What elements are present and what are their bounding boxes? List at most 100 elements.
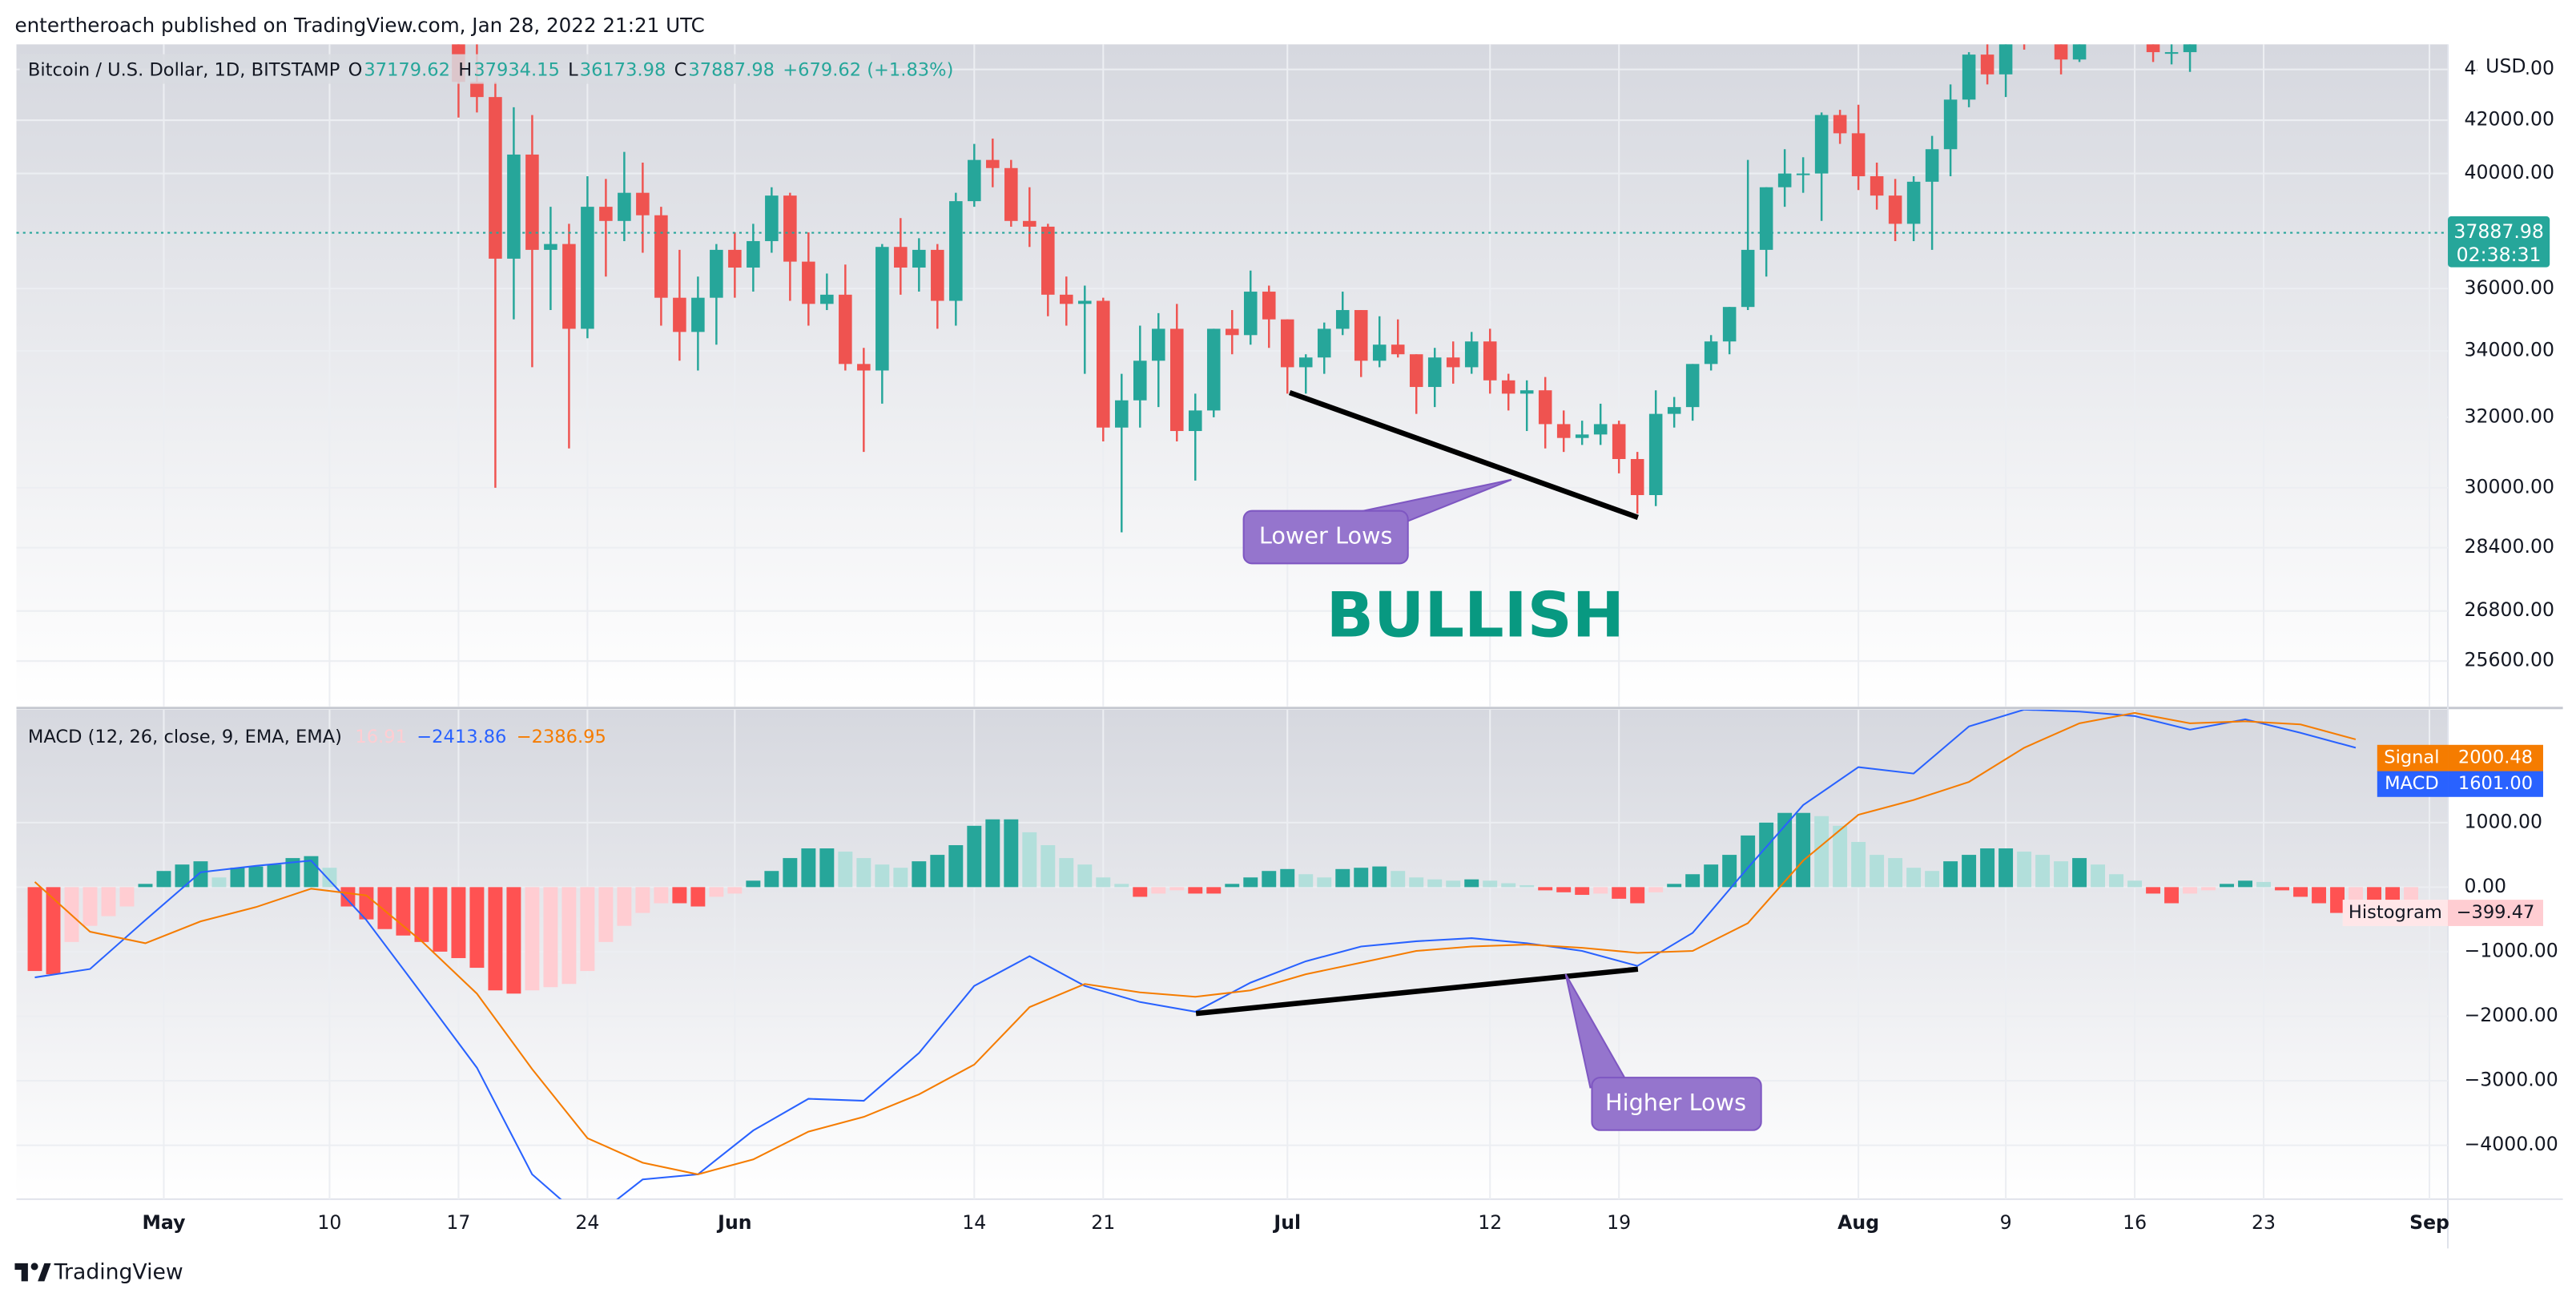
macd-legend-value: −2386.95 — [517, 727, 606, 747]
candle-body — [1906, 181, 1921, 224]
grid — [16, 44, 2449, 1199]
histogram-bar — [1372, 866, 1387, 888]
verdict-text: BULLISH — [1326, 580, 1624, 652]
histogram-bar — [230, 868, 245, 888]
histogram-bar — [1188, 887, 1203, 894]
candle-body — [1667, 407, 1681, 414]
x-tick-label: 9 — [2000, 1211, 2012, 1234]
candle-body — [728, 249, 742, 268]
candle-body — [1980, 54, 1994, 75]
legend-h: H — [458, 60, 472, 81]
y-tick-label: −1000.00 — [2465, 939, 2558, 961]
series-name-tint — [2342, 900, 2449, 926]
last-price-label: 37887.98 — [2453, 220, 2544, 243]
trend-line — [1288, 389, 1639, 520]
histogram-bar — [746, 880, 761, 888]
macd-legend-value: −2413.86 — [417, 727, 506, 747]
histogram-bar — [1741, 835, 1756, 888]
x-tick-label: 14 — [962, 1211, 986, 1234]
histogram-bar — [1096, 877, 1111, 888]
histogram-bar — [1612, 887, 1627, 899]
x-tick-label: 19 — [1607, 1211, 1631, 1234]
histogram-bar — [433, 887, 448, 952]
brand-logo — [14, 1263, 51, 1282]
legend-open: 37179.62 — [364, 60, 450, 81]
histogram-bar — [764, 871, 779, 888]
histogram-bar — [2201, 887, 2216, 891]
histogram-bar — [2035, 855, 2051, 888]
histogram-bar — [488, 887, 503, 991]
y-tick-label: 42000.00 — [2465, 108, 2555, 131]
candle-body — [802, 261, 815, 304]
candle-body — [931, 249, 944, 301]
histogram-bar — [561, 887, 577, 985]
histogram-bar — [211, 877, 227, 888]
histogram-bar — [875, 864, 890, 888]
callout-box — [1242, 510, 1409, 565]
price-pane — [16, 44, 2449, 707]
histogram-bar — [1814, 816, 1829, 888]
candle-body — [1796, 173, 1810, 175]
candle-body — [691, 297, 705, 332]
candle-body — [1225, 328, 1239, 336]
legend-o: O — [348, 60, 363, 81]
candles — [16, 44, 2449, 533]
candle-body — [1593, 424, 1608, 435]
series-value-label: 2000.48 — [2458, 747, 2533, 768]
histogram-bar — [1391, 871, 1406, 888]
histogram-bar — [1427, 879, 1443, 888]
candle-body — [1298, 357, 1313, 368]
candle-body — [1962, 54, 1976, 100]
y-tick-label: 25600.00 — [2465, 649, 2555, 671]
callout-box — [1591, 1077, 1762, 1131]
candle-body — [1575, 434, 1589, 438]
histogram-bar — [2275, 887, 2290, 891]
y-tick-label: 28400.00 — [2465, 535, 2555, 558]
series-value-label: −399.47 — [2457, 902, 2535, 923]
histogram-bar — [985, 819, 1000, 888]
y-tick-label: −3000.00 — [2465, 1069, 2558, 1091]
candle-body — [1925, 149, 1939, 182]
y-tick-label: −4000.00 — [2465, 1133, 2558, 1155]
callout-text: Higher Lows — [1605, 1089, 1746, 1116]
x-tick-label: Jun — [716, 1211, 751, 1234]
candle-body — [894, 247, 908, 268]
histogram-bar — [1648, 887, 1664, 892]
histogram-bar — [727, 887, 743, 894]
candle-body — [1317, 328, 1331, 358]
legend-change: +679.62 (+1.83%) — [783, 60, 953, 81]
candle-body — [2146, 44, 2160, 53]
series-name-label: Signal — [2384, 747, 2439, 768]
histogram-bar — [580, 887, 595, 972]
histogram-bar — [1575, 887, 1590, 896]
legend-close: 37887.98 — [688, 60, 775, 81]
histogram-bar — [838, 852, 853, 888]
y-tick-label: 30000.00 — [2465, 475, 2555, 497]
y-tick-label: 26800.00 — [2465, 598, 2555, 621]
x-tick-label: 12 — [1478, 1211, 1502, 1234]
histogram-bar — [1335, 868, 1350, 888]
histogram-bar — [1151, 887, 1166, 894]
histogram-bar — [1243, 877, 1258, 888]
candle-body — [1483, 341, 1497, 381]
histogram-bar — [248, 866, 264, 888]
candle-body — [710, 249, 723, 298]
series-name-box — [2377, 744, 2449, 771]
candle-body — [1023, 220, 1036, 227]
histogram-bar — [1519, 884, 1535, 888]
candle-body — [1943, 99, 1958, 150]
legend-title: Bitcoin / U.S. Dollar, 1D, BITSTAMP — [28, 60, 340, 81]
y-tick-label: 34000.00 — [2465, 339, 2555, 361]
histogram-bar — [27, 887, 42, 972]
histogram-bar — [1004, 819, 1019, 888]
histogram-bar — [1593, 887, 1608, 894]
y-tick-label: 32000.00 — [2465, 405, 2555, 427]
histogram-bar — [672, 887, 687, 904]
candle-body — [839, 294, 852, 365]
histogram-bar — [1280, 868, 1295, 888]
series-value-box — [2448, 900, 2543, 926]
histogram-bar — [1759, 822, 1774, 888]
candle-body — [1464, 341, 1479, 368]
trend-line — [1195, 966, 1639, 1017]
histogram-bar — [469, 887, 485, 969]
